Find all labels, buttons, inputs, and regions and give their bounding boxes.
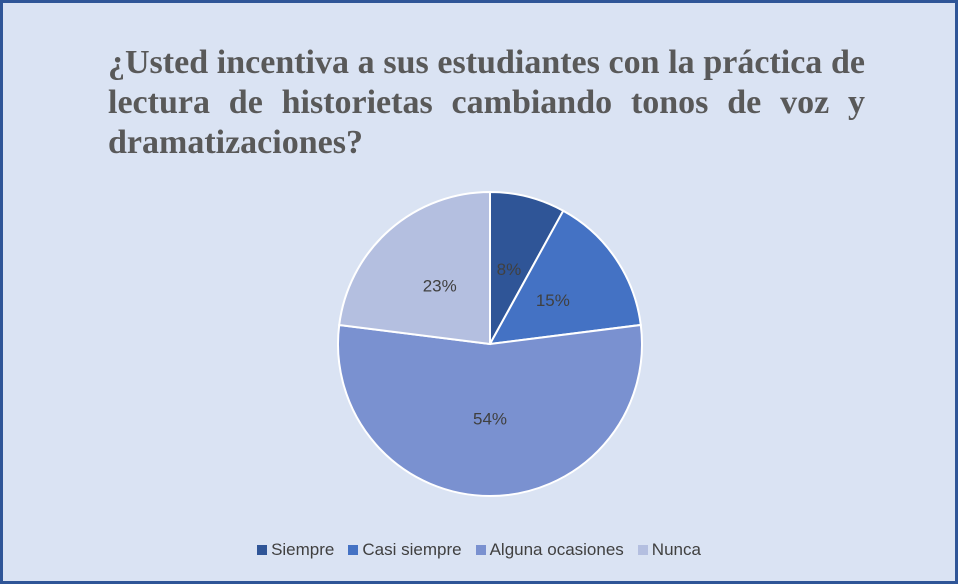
pie-slice bbox=[488, 209, 642, 346]
pie-slice bbox=[337, 323, 643, 497]
legend: Siempre Casi siempre Alguna ocasiones Nunca bbox=[3, 540, 955, 560]
legend-swatch bbox=[475, 545, 486, 555]
legend-entry: Siempre bbox=[257, 540, 334, 560]
legend-swatch bbox=[348, 545, 359, 555]
legend-swatch bbox=[257, 545, 268, 555]
legend-label: Alguna ocasiones bbox=[489, 540, 624, 559]
data-label: 15% bbox=[536, 291, 570, 310]
legend-label: Siempre bbox=[271, 540, 335, 559]
chart: 8% 15% 54% 23% bbox=[337, 190, 643, 497]
data-label: 8% bbox=[497, 260, 522, 279]
legend-label: Nunca bbox=[651, 540, 701, 559]
legend-entry: Casi siempre bbox=[348, 540, 462, 560]
pie-slice bbox=[338, 190, 491, 346]
legend-entry: Nunca bbox=[637, 540, 701, 560]
legend-entry: Alguna ocasiones bbox=[475, 540, 624, 560]
chart-title: ¿Usted incentiva a sus estudiantes con l… bbox=[108, 44, 865, 161]
data-label: 54% bbox=[473, 409, 507, 428]
legend-label: Casi siempre bbox=[362, 540, 462, 559]
legend-swatch bbox=[637, 545, 648, 555]
data-label: 23% bbox=[423, 276, 457, 295]
